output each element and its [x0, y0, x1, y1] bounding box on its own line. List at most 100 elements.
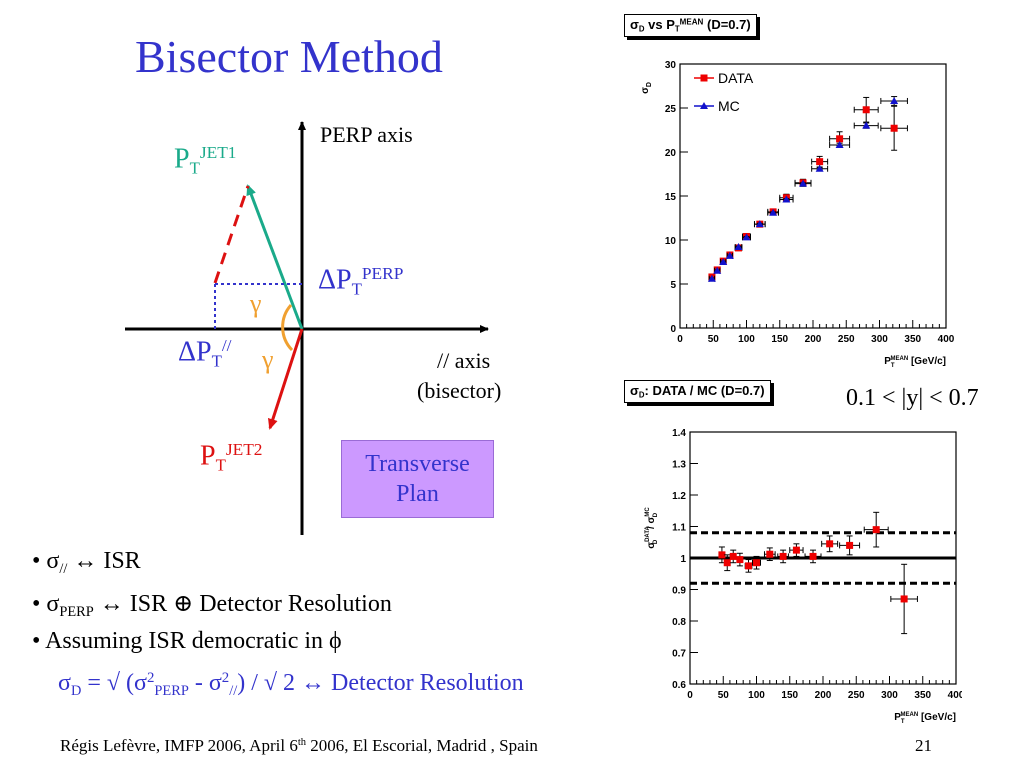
- bullet-sigma: σ: [46, 591, 60, 617]
- title-sigma: σ: [630, 17, 639, 32]
- t-subscript: T: [211, 351, 222, 371]
- y-tick-label: 30: [665, 60, 677, 71]
- x-tick-label: 200: [805, 334, 822, 345]
- x-tick-label: 250: [838, 334, 855, 345]
- t-subscript: T: [215, 455, 226, 475]
- mc-point: [769, 208, 778, 216]
- x-axis-unit: [GeV/c]: [918, 712, 956, 723]
- jet2-mirror-dashed: [213, 185, 250, 284]
- y-tick-label: 1.1: [672, 523, 686, 534]
- formula-sub-d: D: [70, 683, 82, 700]
- bullet-sigma: σ: [46, 548, 60, 574]
- formula-part-b: = √ (σ: [81, 670, 147, 697]
- p-symbol: P: [336, 264, 352, 296]
- x-tick-label: 350: [904, 334, 921, 345]
- x-tick-label: 50: [718, 690, 730, 701]
- x-axis-label: PTMEAN [GeV/c]: [894, 712, 956, 725]
- bisector-axis-label: // axis: [437, 348, 491, 373]
- jet2-label: PTJET2: [200, 440, 263, 475]
- x-tick-label: 300: [881, 690, 898, 701]
- mc-point: [815, 164, 824, 172]
- bullet-rest: ↔ ISR ⊕ Detector Resolution: [93, 591, 392, 617]
- y-tick-label: 0.7: [672, 649, 686, 660]
- bullet-sigma-perp: • σPERP ↔ ISR ⊕ Detector Resolution: [32, 591, 392, 621]
- mc-point: [835, 140, 844, 148]
- page-number: 21: [915, 736, 932, 755]
- x-axis-unit: [GeV/c]: [908, 356, 946, 367]
- y-axis-sub: D: [646, 82, 653, 87]
- x-tick-label: 250: [848, 690, 865, 701]
- y-tick-label: 0.8: [672, 617, 686, 628]
- plot-frame: [679, 63, 947, 329]
- mc-point: [782, 195, 791, 203]
- data-point: [846, 541, 854, 549]
- y-axis-data-sup: DATA: [645, 525, 651, 541]
- title-sub: D: [638, 24, 645, 34]
- delta-pt-par-label: ΔPT//: [178, 336, 232, 371]
- formula-part-d: ) / √ 2 ↔ Detector Resolution: [237, 670, 524, 697]
- jet2-superscript: JET2: [225, 440, 263, 459]
- delta-symbol: Δ: [318, 264, 337, 296]
- legend-label: DATA: [718, 70, 754, 86]
- formula-sub-par: //: [229, 683, 238, 700]
- data-point: [792, 546, 800, 554]
- footer-sup: th: [297, 737, 307, 749]
- mc-point: [742, 233, 751, 241]
- bullet-isr-democratic: • Assuming ISR democratic in ϕ: [32, 628, 342, 654]
- p-symbol: P: [174, 143, 190, 175]
- gamma-label-lower: γ: [262, 345, 274, 374]
- y-tick-label: 1: [680, 554, 686, 565]
- y-axis-sigma: σ: [646, 542, 657, 549]
- mc-point: [719, 258, 728, 265]
- mc-point: [799, 179, 808, 187]
- sigma-vs-pt-chart: 0 50 100 150 200 250 300 350 400 0 5 10 15 20 25 30 DATA…: [640, 60, 955, 369]
- bullet-text: Assuming ISR democratic in ϕ: [45, 628, 342, 654]
- x-axis-p: P: [894, 712, 901, 723]
- data-point: [736, 556, 744, 564]
- y-tick-label: 10: [665, 236, 677, 247]
- mc-point: [734, 243, 743, 251]
- p-symbol: P: [200, 440, 216, 472]
- data-point: [729, 552, 737, 560]
- x-tick-label: 350: [914, 690, 931, 701]
- y-tick-label: 5: [670, 280, 676, 291]
- data-point: [826, 540, 834, 548]
- jet1-vector: [246, 184, 304, 330]
- title-tail: (D=0.7): [703, 17, 751, 32]
- formula-part-c: - σ: [188, 670, 222, 697]
- x-tick-label: 400: [948, 690, 962, 701]
- x-axis-t: T: [901, 719, 905, 725]
- perp-superscript: PERP: [361, 264, 404, 283]
- chart1-title: σD vs PTMEAN (D=0.7): [624, 14, 757, 37]
- title-mean: MEAN: [679, 17, 704, 27]
- gamma-label-upper: γ: [250, 289, 262, 318]
- chart2-title: σD: DATA / MC (D=0.7): [624, 380, 771, 403]
- bullet-sub: //: [59, 561, 68, 578]
- bullet-sigma-par: • σ// ↔ ISR: [32, 548, 141, 578]
- rapidity-range-label: 0.1 < |y| < 0.7: [846, 385, 979, 411]
- data-point: [836, 135, 844, 143]
- bullet-rest: ↔ ISR: [67, 548, 141, 574]
- sigma-ratio-chart: 0 50 100 150 200 250 300 350 400 0.6 0.7 0.8 0.9 1 1.1…: [645, 428, 962, 725]
- x-tick-label: 100: [738, 334, 755, 345]
- x-tick-label: 50: [708, 334, 720, 345]
- x-tick-label: 0: [687, 690, 693, 701]
- x-tick-label: 300: [871, 334, 888, 345]
- delta-pt-perp-label: ΔPTPERP: [318, 264, 403, 299]
- bullet-sub: PERP: [59, 604, 94, 621]
- x-tick-label: 0: [677, 334, 683, 345]
- data-point: [809, 552, 817, 560]
- y-axis-mc-sup: MC: [645, 507, 651, 517]
- perp-axis-label: PERP axis: [320, 122, 413, 147]
- mc-point: [862, 121, 871, 129]
- plan-line-2: Plan: [396, 481, 439, 507]
- legend-marker-mc: [700, 102, 708, 109]
- y-axis-label: σD: [640, 82, 653, 94]
- data-point: [766, 550, 774, 558]
- mc-point: [713, 266, 722, 274]
- data-point: [862, 106, 870, 114]
- plan-line-1: Transverse: [365, 451, 470, 477]
- title-sigma: σ: [630, 383, 639, 398]
- sigma-d-formula: σD = √ (σ2PERP - σ2//) / √ 2 ↔ Detector …: [58, 670, 524, 700]
- mc-point: [890, 96, 899, 104]
